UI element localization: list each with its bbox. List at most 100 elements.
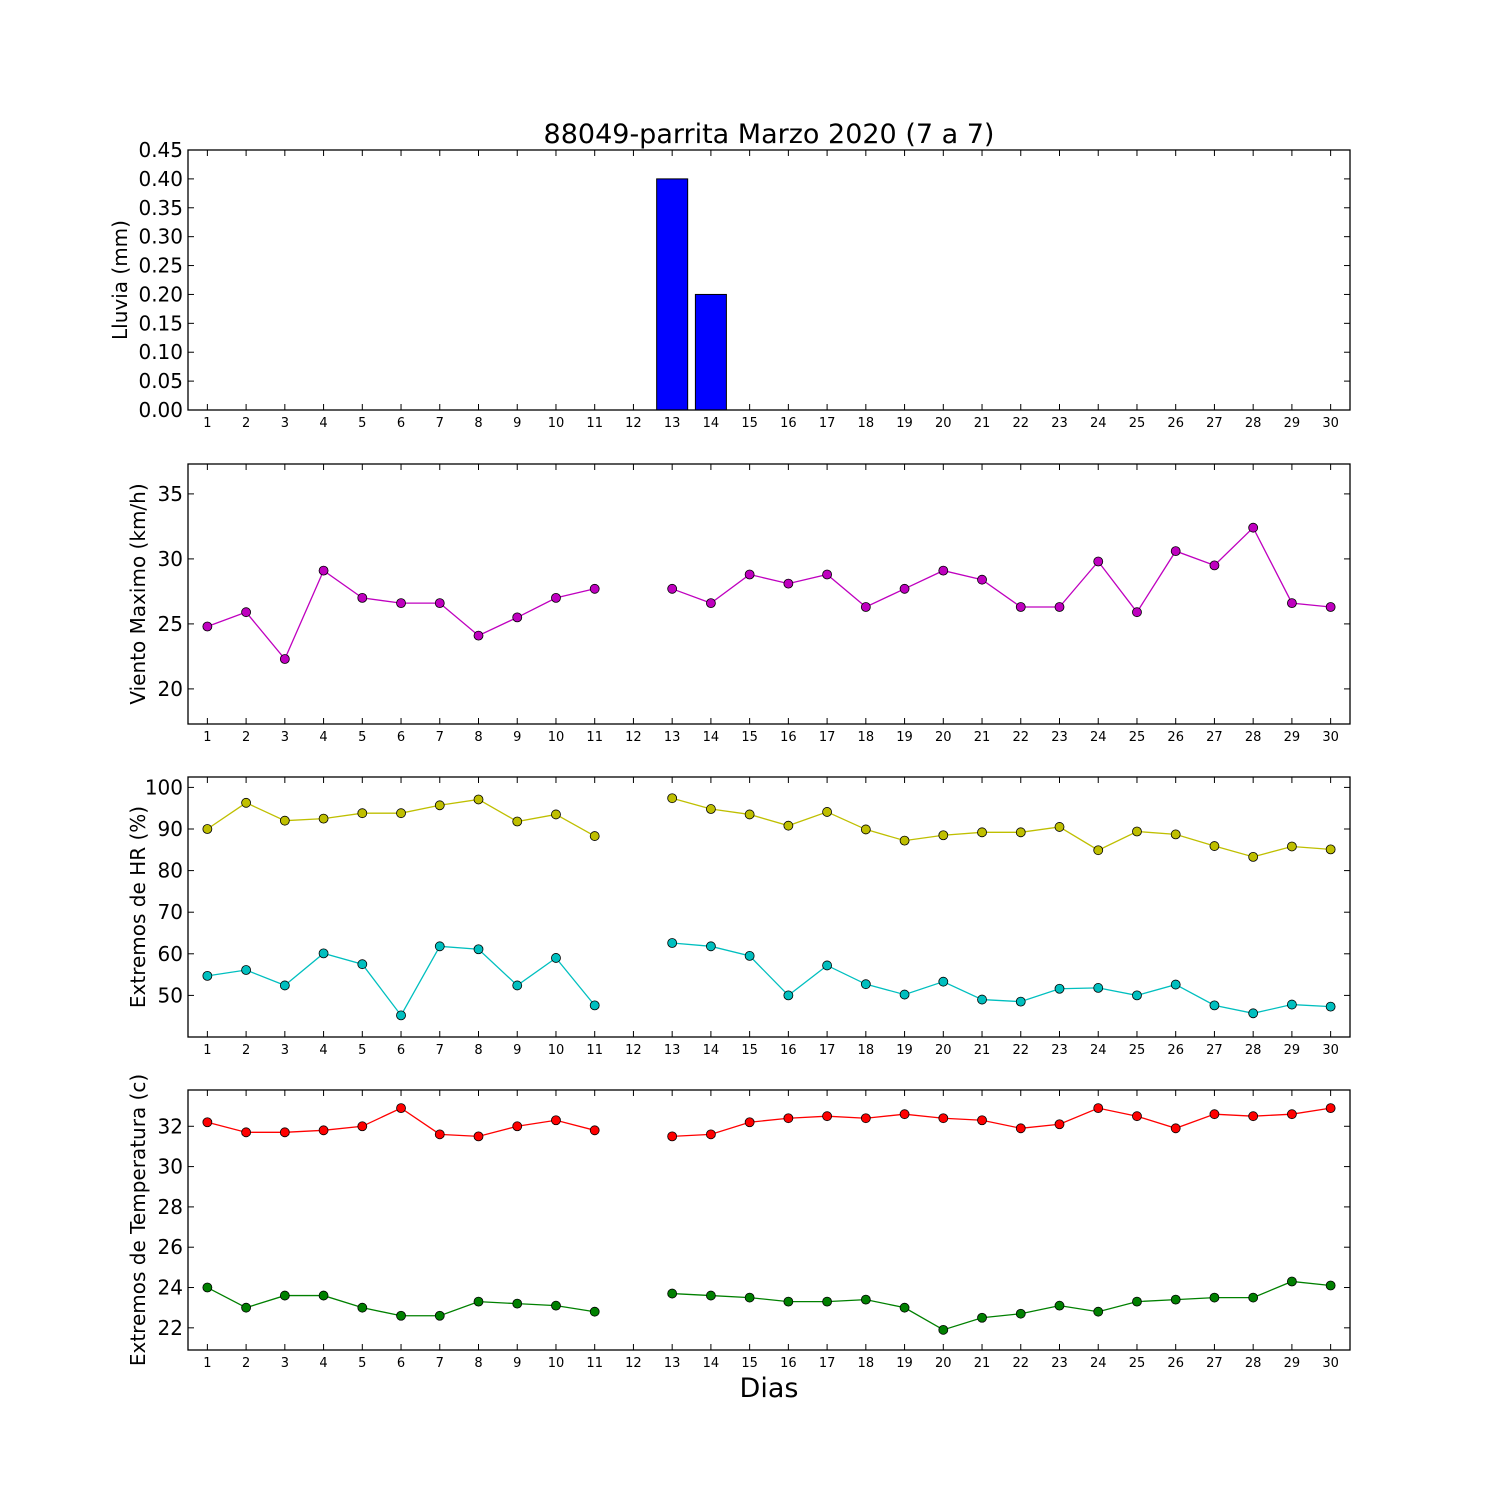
y-tick-label: 70: [158, 900, 183, 924]
x-tick-label: 10: [548, 1356, 565, 1371]
data-point: [396, 1310, 406, 1321]
x-tick-label: 19: [896, 1043, 913, 1058]
x-tick-label: 16: [780, 416, 797, 431]
data-point: [899, 1109, 910, 1120]
x-tick-label: 18: [858, 1043, 875, 1058]
x-tick-label: 21: [974, 1043, 991, 1058]
data-point: [279, 980, 290, 991]
x-tick-label: 17: [819, 1356, 836, 1371]
panels: 0.00 0.05 0.10 0.15 0.20 0.25 0.30 0.35 0.40 0.45…: [108, 138, 1351, 1371]
data-point: [667, 938, 678, 948]
x-tick-label: 25: [1129, 1356, 1146, 1371]
x-tick-label: 4: [319, 1043, 327, 1058]
data-point: [744, 1117, 755, 1128]
data-point: [1015, 1308, 1026, 1319]
x-tick-label: 24: [1090, 1356, 1107, 1371]
data-point: [1093, 1306, 1104, 1317]
x-tick-label: 8: [474, 730, 482, 745]
data-point: [512, 980, 523, 991]
y-tick-label: 0.35: [138, 196, 183, 220]
data-point: [1248, 1292, 1259, 1303]
data-point: [202, 621, 213, 632]
x-tick-label: 28: [1245, 1356, 1262, 1371]
x-tick-label: 4: [319, 730, 327, 745]
x-tick-label: 30: [1322, 416, 1339, 431]
data-point: [434, 598, 445, 608]
y-tick-label: 0.00: [138, 398, 183, 422]
x-tick-label: 3: [281, 1356, 289, 1371]
data-point: [1209, 560, 1220, 571]
panel-1: 0.00 0.05 0.10 0.15 0.20 0.25 0.30 0.35 0.40 0.45…: [108, 138, 1351, 431]
x-tick-label: 9: [513, 1043, 521, 1058]
data-point: [938, 1113, 949, 1124]
x-tick-label: 9: [513, 730, 521, 745]
data-point: [706, 1129, 716, 1140]
data-point: [318, 1125, 329, 1136]
data-point: [1015, 827, 1026, 838]
data-point: [1093, 845, 1104, 856]
y-tick-label: 20: [158, 677, 183, 701]
data-point: [977, 1312, 987, 1323]
y-tick-label: 24: [158, 1276, 183, 1300]
x-tick-label: 7: [436, 1043, 444, 1058]
data-point: [938, 976, 949, 987]
data-point: [860, 824, 871, 835]
data-point: [396, 598, 406, 608]
y-tick-label: 50: [158, 983, 183, 1007]
data-point: [1093, 1103, 1104, 1114]
data-point: [1287, 841, 1297, 852]
data-point: [744, 809, 755, 820]
data-point: [1325, 1103, 1336, 1114]
x-tick-label: 5: [358, 1356, 366, 1371]
x-tick-label: 1: [203, 1356, 211, 1371]
x-tick-label: 14: [703, 1356, 720, 1371]
x-tick-label: 26: [1167, 1356, 1184, 1371]
data-point: [977, 994, 987, 1005]
axes-frame: [187, 1089, 1351, 1351]
x-tick-label: 20: [935, 1043, 952, 1058]
x-tick-label: 26: [1167, 730, 1184, 745]
data-point: [1209, 1000, 1220, 1011]
x-tick-label: 28: [1245, 416, 1262, 431]
x-tick-label: 11: [586, 1043, 603, 1058]
x-tick-label: 8: [474, 1043, 482, 1058]
x-tick-label: 7: [436, 1356, 444, 1371]
x-tick-label: 29: [1284, 416, 1301, 431]
axes-frame: [187, 149, 1351, 411]
data-point: [1248, 522, 1259, 533]
x-tick-label: 7: [436, 730, 444, 745]
series-line: [671, 797, 1331, 858]
data-point: [860, 979, 871, 990]
data-point: [1170, 1294, 1181, 1305]
x-tick-label: 5: [358, 730, 366, 745]
y-tick-label: 30: [158, 547, 183, 571]
data-point: [822, 569, 832, 580]
data-point: [434, 941, 445, 952]
data-point: [1325, 1280, 1336, 1291]
data-point: [706, 1290, 716, 1301]
data-point: [589, 831, 600, 841]
data-point: [202, 970, 213, 981]
data-point: [860, 1294, 871, 1305]
data-point: [202, 1282, 213, 1293]
data-point: [551, 809, 561, 820]
x-tick-label: 28: [1245, 1043, 1262, 1058]
data-point: [899, 583, 910, 594]
data-point: [860, 1113, 871, 1124]
x-tick-label: 2: [242, 1043, 250, 1058]
data-point: [1248, 1111, 1259, 1122]
data-point: [551, 1115, 561, 1126]
x-tick-label: 3: [281, 1043, 289, 1058]
bar: [656, 178, 689, 411]
x-tick-label: 1: [203, 416, 211, 431]
x-tick-label: 21: [974, 1356, 991, 1371]
data-point: [1132, 1296, 1142, 1307]
x-tick-label: 17: [819, 730, 836, 745]
data-point: [899, 1302, 910, 1313]
data-point: [551, 953, 561, 963]
x-tick-label: 24: [1090, 416, 1107, 431]
data-point: [1209, 1109, 1220, 1120]
